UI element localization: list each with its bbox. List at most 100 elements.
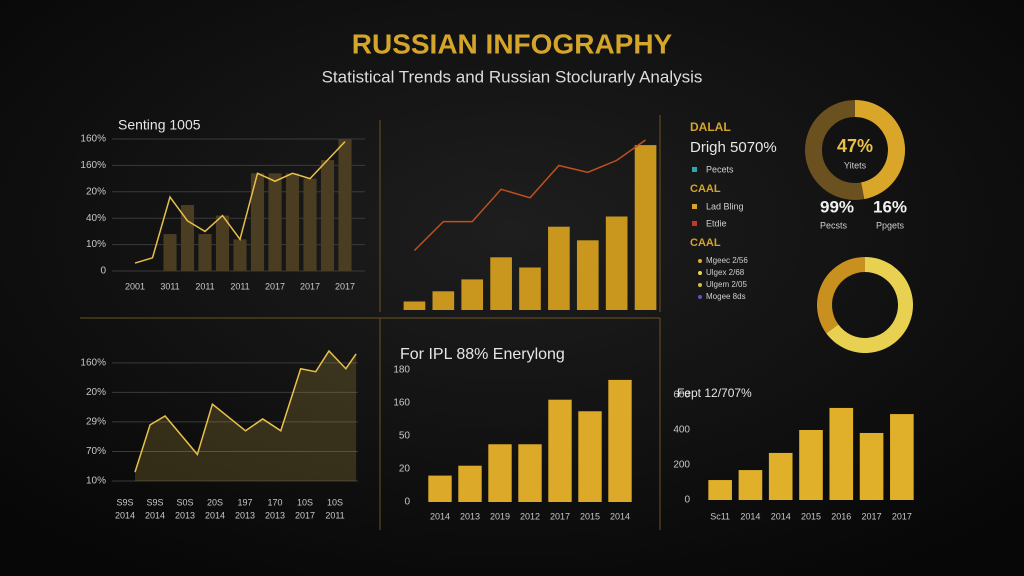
stat-label: Ppgets <box>876 220 905 230</box>
legend-title: DALAL <box>690 120 731 134</box>
bar <box>799 430 823 500</box>
x-tick-label: 2011 <box>325 510 344 520</box>
bar <box>428 475 452 502</box>
y-tick-label: 20% <box>86 186 106 197</box>
x-tick-label: 2017 <box>295 510 315 520</box>
stat-value: 99% <box>820 197 854 216</box>
y-tick-label: 10% <box>86 239 106 250</box>
legend-label: Mogee 8ds <box>706 292 746 301</box>
x-tick-label: 2011 <box>230 281 249 291</box>
y-tick-label: 600 <box>673 390 690 401</box>
x-tick-label: 2017 <box>265 281 285 291</box>
x-tick-label: 2013 <box>265 510 285 520</box>
y-tick-label: 160% <box>80 160 106 171</box>
x-tick-label: 2013 <box>460 511 480 521</box>
bar <box>605 216 628 310</box>
bar <box>180 205 195 271</box>
line <box>134 349 357 473</box>
y-tick-label: 200 <box>673 460 690 471</box>
y-tick-label: 160% <box>80 134 106 145</box>
x-tick-label: 170 <box>267 497 282 507</box>
legend-label: Pecets <box>706 164 734 174</box>
bar <box>198 234 212 271</box>
legend-marker <box>692 167 697 172</box>
chart-title: Senting 1005 <box>118 117 201 133</box>
y-tick-label: 50 <box>399 431 411 442</box>
stat-value: 16% <box>873 197 907 216</box>
x-tick-label: 2014 <box>115 510 135 520</box>
separators <box>80 115 661 530</box>
bar <box>285 173 300 271</box>
x-tick-label: 2012 <box>520 511 540 521</box>
x-tick-label: 2014 <box>205 510 225 520</box>
x-tick-label: 2019 <box>490 511 510 521</box>
bar <box>829 407 854 500</box>
bar <box>708 480 732 500</box>
x-tick-label: 20S <box>207 497 223 507</box>
bar <box>519 267 541 310</box>
subtitle: Statistical Trends and Russian Stoclurar… <box>322 67 703 86</box>
bar <box>890 414 914 500</box>
bar <box>233 239 247 271</box>
bar <box>432 291 455 310</box>
bar <box>320 160 335 271</box>
legend-label: Mgeec 2/56 <box>706 256 748 265</box>
bar <box>163 234 177 271</box>
y-tick-label: 20 <box>399 464 411 475</box>
x-tick-label: 2001 <box>125 281 145 291</box>
donut-segment <box>855 100 905 200</box>
bar <box>859 432 884 500</box>
y-tick-label: 180 <box>393 365 410 376</box>
area <box>135 351 357 481</box>
bar <box>548 226 570 310</box>
legend-marker <box>698 259 702 263</box>
x-tick-label: 2017 <box>550 511 570 521</box>
donut-value: 47% <box>837 136 873 156</box>
x-tick-label: 10S <box>297 497 313 507</box>
y-tick-label: 0 <box>404 497 410 508</box>
x-tick-label: 2016 <box>831 511 851 521</box>
y-tick-label: 29% <box>86 417 106 428</box>
legend-label: Lad Bling <box>706 201 744 211</box>
legend-marker <box>698 283 702 287</box>
bar <box>215 215 230 271</box>
legend-marker <box>698 271 702 275</box>
bar <box>576 240 599 310</box>
x-tick-label: 2017 <box>335 281 355 291</box>
x-tick-label: 2015 <box>580 511 600 521</box>
x-tick-label: S9S <box>146 497 163 507</box>
x-tick-label: 3011 <box>160 281 179 291</box>
x-tick-label: 2017 <box>892 511 912 521</box>
bar <box>608 379 632 502</box>
y-tick-label: 0 <box>100 266 106 277</box>
y-tick-label: 160% <box>80 357 106 368</box>
title: RUSSIAN INFOGRAPHY <box>352 28 673 59</box>
bar <box>578 411 602 502</box>
y-tick-label: 400 <box>673 425 690 436</box>
x-tick-label: S9S <box>116 497 133 507</box>
x-tick-label: 10S <box>327 497 343 507</box>
x-tick-label: 2015 <box>801 511 821 521</box>
y-tick-label: 10% <box>86 476 106 487</box>
x-tick-label: 2017 <box>862 511 882 521</box>
x-tick-label: 197 <box>237 497 252 507</box>
line <box>134 141 346 264</box>
stat-label: Pecsts <box>820 220 848 230</box>
bar <box>768 452 793 500</box>
y-tick-label: 20% <box>86 387 106 398</box>
bar <box>458 465 482 502</box>
x-tick-label: 2014 <box>610 511 630 521</box>
bar <box>461 279 484 310</box>
bar <box>738 470 763 500</box>
donut-segment <box>826 257 914 353</box>
legend-marker <box>692 221 697 226</box>
legend-section-title: CAAL <box>690 183 721 195</box>
x-tick-label: 2013 <box>175 510 195 520</box>
x-tick-label: 2013 <box>235 510 255 520</box>
y-tick-label: 0 <box>684 495 690 506</box>
legend-label: Etdie <box>706 218 727 228</box>
bar <box>548 399 572 502</box>
donut-label: Yitets <box>844 160 867 170</box>
